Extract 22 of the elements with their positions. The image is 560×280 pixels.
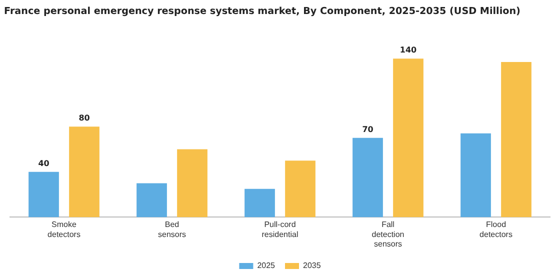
bar: [501, 62, 532, 218]
bar: [177, 149, 208, 218]
bar: [244, 188, 275, 218]
legend-label: 2035: [303, 261, 322, 270]
chart-title: France personal emergency response systems market, By Component, 2025-2035 (USD Million): [4, 6, 520, 17]
bar: [352, 138, 383, 218]
data-label: 70: [362, 125, 374, 134]
bar: [28, 172, 59, 218]
x-tick-label: Smoke detectors: [48, 220, 80, 239]
bar: [69, 126, 100, 218]
data-label: 80: [78, 114, 90, 123]
bar: [393, 58, 424, 218]
legend-label: 2025: [257, 261, 276, 270]
x-tick-label: Fall detection sensors: [372, 220, 404, 248]
bar: [136, 183, 167, 218]
x-tick-label: Flood detectors: [480, 220, 512, 239]
data-label: 40: [38, 158, 50, 168]
bar: [460, 133, 491, 218]
bar: [285, 160, 316, 218]
x-tick-label: Pull-cord residential: [262, 220, 298, 239]
x-tick-label: Bed sensors: [158, 220, 186, 239]
data-label: 140: [400, 46, 418, 55]
